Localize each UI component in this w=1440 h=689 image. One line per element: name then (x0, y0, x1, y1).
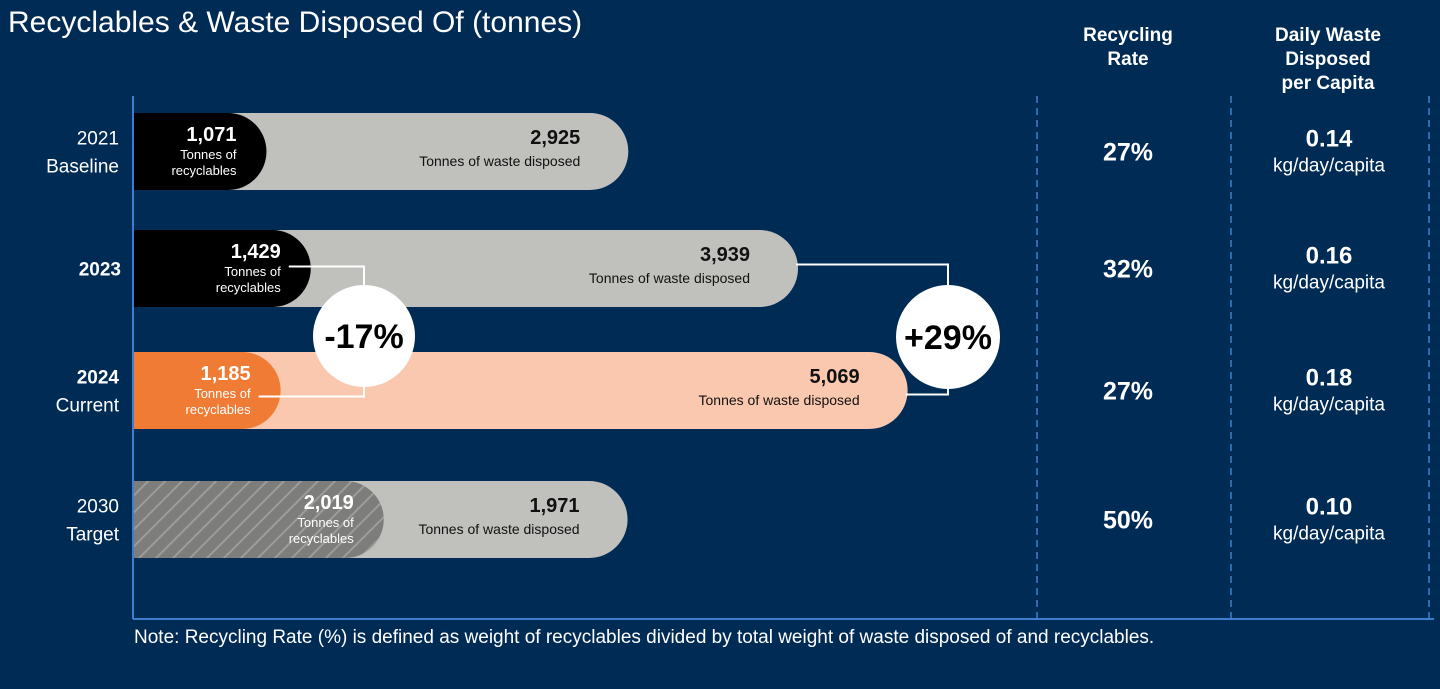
recyclables-value-label: 1,185 (201, 363, 251, 385)
daily-waste-value: 0.16 (1306, 243, 1353, 270)
recyclables-unit-label: Tonnes of (194, 386, 251, 401)
recycling-rate-value: 50% (1103, 507, 1153, 535)
recyclables-unit-label: Tonnes of (224, 264, 281, 279)
category-label: Current (56, 396, 120, 417)
daily-waste-unit: kg/day/capita (1273, 156, 1385, 177)
bar-recyclables (134, 113, 267, 190)
waste-unit-label: Tonnes of waste disposed (699, 392, 860, 408)
chart-title: Recyclables & Waste Disposed Of (tonnes) (8, 6, 583, 39)
category-label: 2024 (77, 368, 120, 389)
recyclables-unit-label: recyclables (216, 280, 282, 295)
recyclables-change-label: -17% (324, 318, 403, 356)
waste-unit-label: Tonnes of waste disposed (589, 270, 750, 286)
recyclables-change-badge (313, 285, 415, 387)
recycling-rate-header: Recycling Rate (1083, 25, 1173, 70)
category-label: 2030 (77, 497, 119, 518)
waste-value-label: 5,069 (810, 366, 860, 388)
category-label: 2021 (77, 129, 119, 150)
recyclables-unit-label: recyclables (171, 163, 237, 178)
daily-waste-value: 0.18 (1306, 365, 1353, 392)
category-label: Target (66, 525, 120, 546)
bar-recyclables (134, 230, 311, 307)
bar-recyclables (134, 352, 281, 429)
recyclables-unit-label: Tonnes of (180, 147, 237, 162)
recycling-rate-value: 27% (1103, 139, 1153, 167)
waste-unit-label: Tonnes of waste disposed (419, 153, 580, 169)
waste-value-label: 3,939 (700, 244, 750, 266)
waste-change-badge (896, 285, 1000, 389)
waste-value-label: 1,971 (530, 495, 580, 517)
recyclables-value-label: 2,019 (304, 492, 354, 514)
daily-waste-value: 0.10 (1306, 494, 1353, 521)
recyclables-unit-label: recyclables (289, 531, 355, 546)
daily-waste-unit: kg/day/capita (1273, 395, 1385, 416)
recyclables-value-label: 1,429 (231, 241, 281, 263)
daily-waste-header: Daily Waste Disposed per Capita (1275, 25, 1381, 94)
footnote: Note: Recycling Rate (%) is defined as w… (134, 627, 1155, 648)
recycling-rate-value: 32% (1103, 256, 1153, 284)
daily-waste-unit: kg/day/capita (1273, 273, 1385, 294)
waste-value-label: 2,925 (530, 127, 580, 149)
daily-waste-value: 0.14 (1306, 126, 1353, 153)
waste-change-label: +29% (904, 319, 992, 357)
bar-recyclables (134, 481, 384, 558)
waste-unit-label: Tonnes of waste disposed (418, 521, 579, 537)
daily-waste-unit: kg/day/capita (1273, 524, 1385, 545)
category-label: Baseline (46, 157, 119, 178)
category-label: 2023 (79, 260, 121, 281)
recyclables-unit-label: Tonnes of (297, 515, 354, 530)
recyclables-unit-label: recyclables (186, 402, 252, 417)
recyclables-value-label: 1,071 (186, 124, 236, 146)
recycling-rate-value: 27% (1103, 378, 1153, 406)
